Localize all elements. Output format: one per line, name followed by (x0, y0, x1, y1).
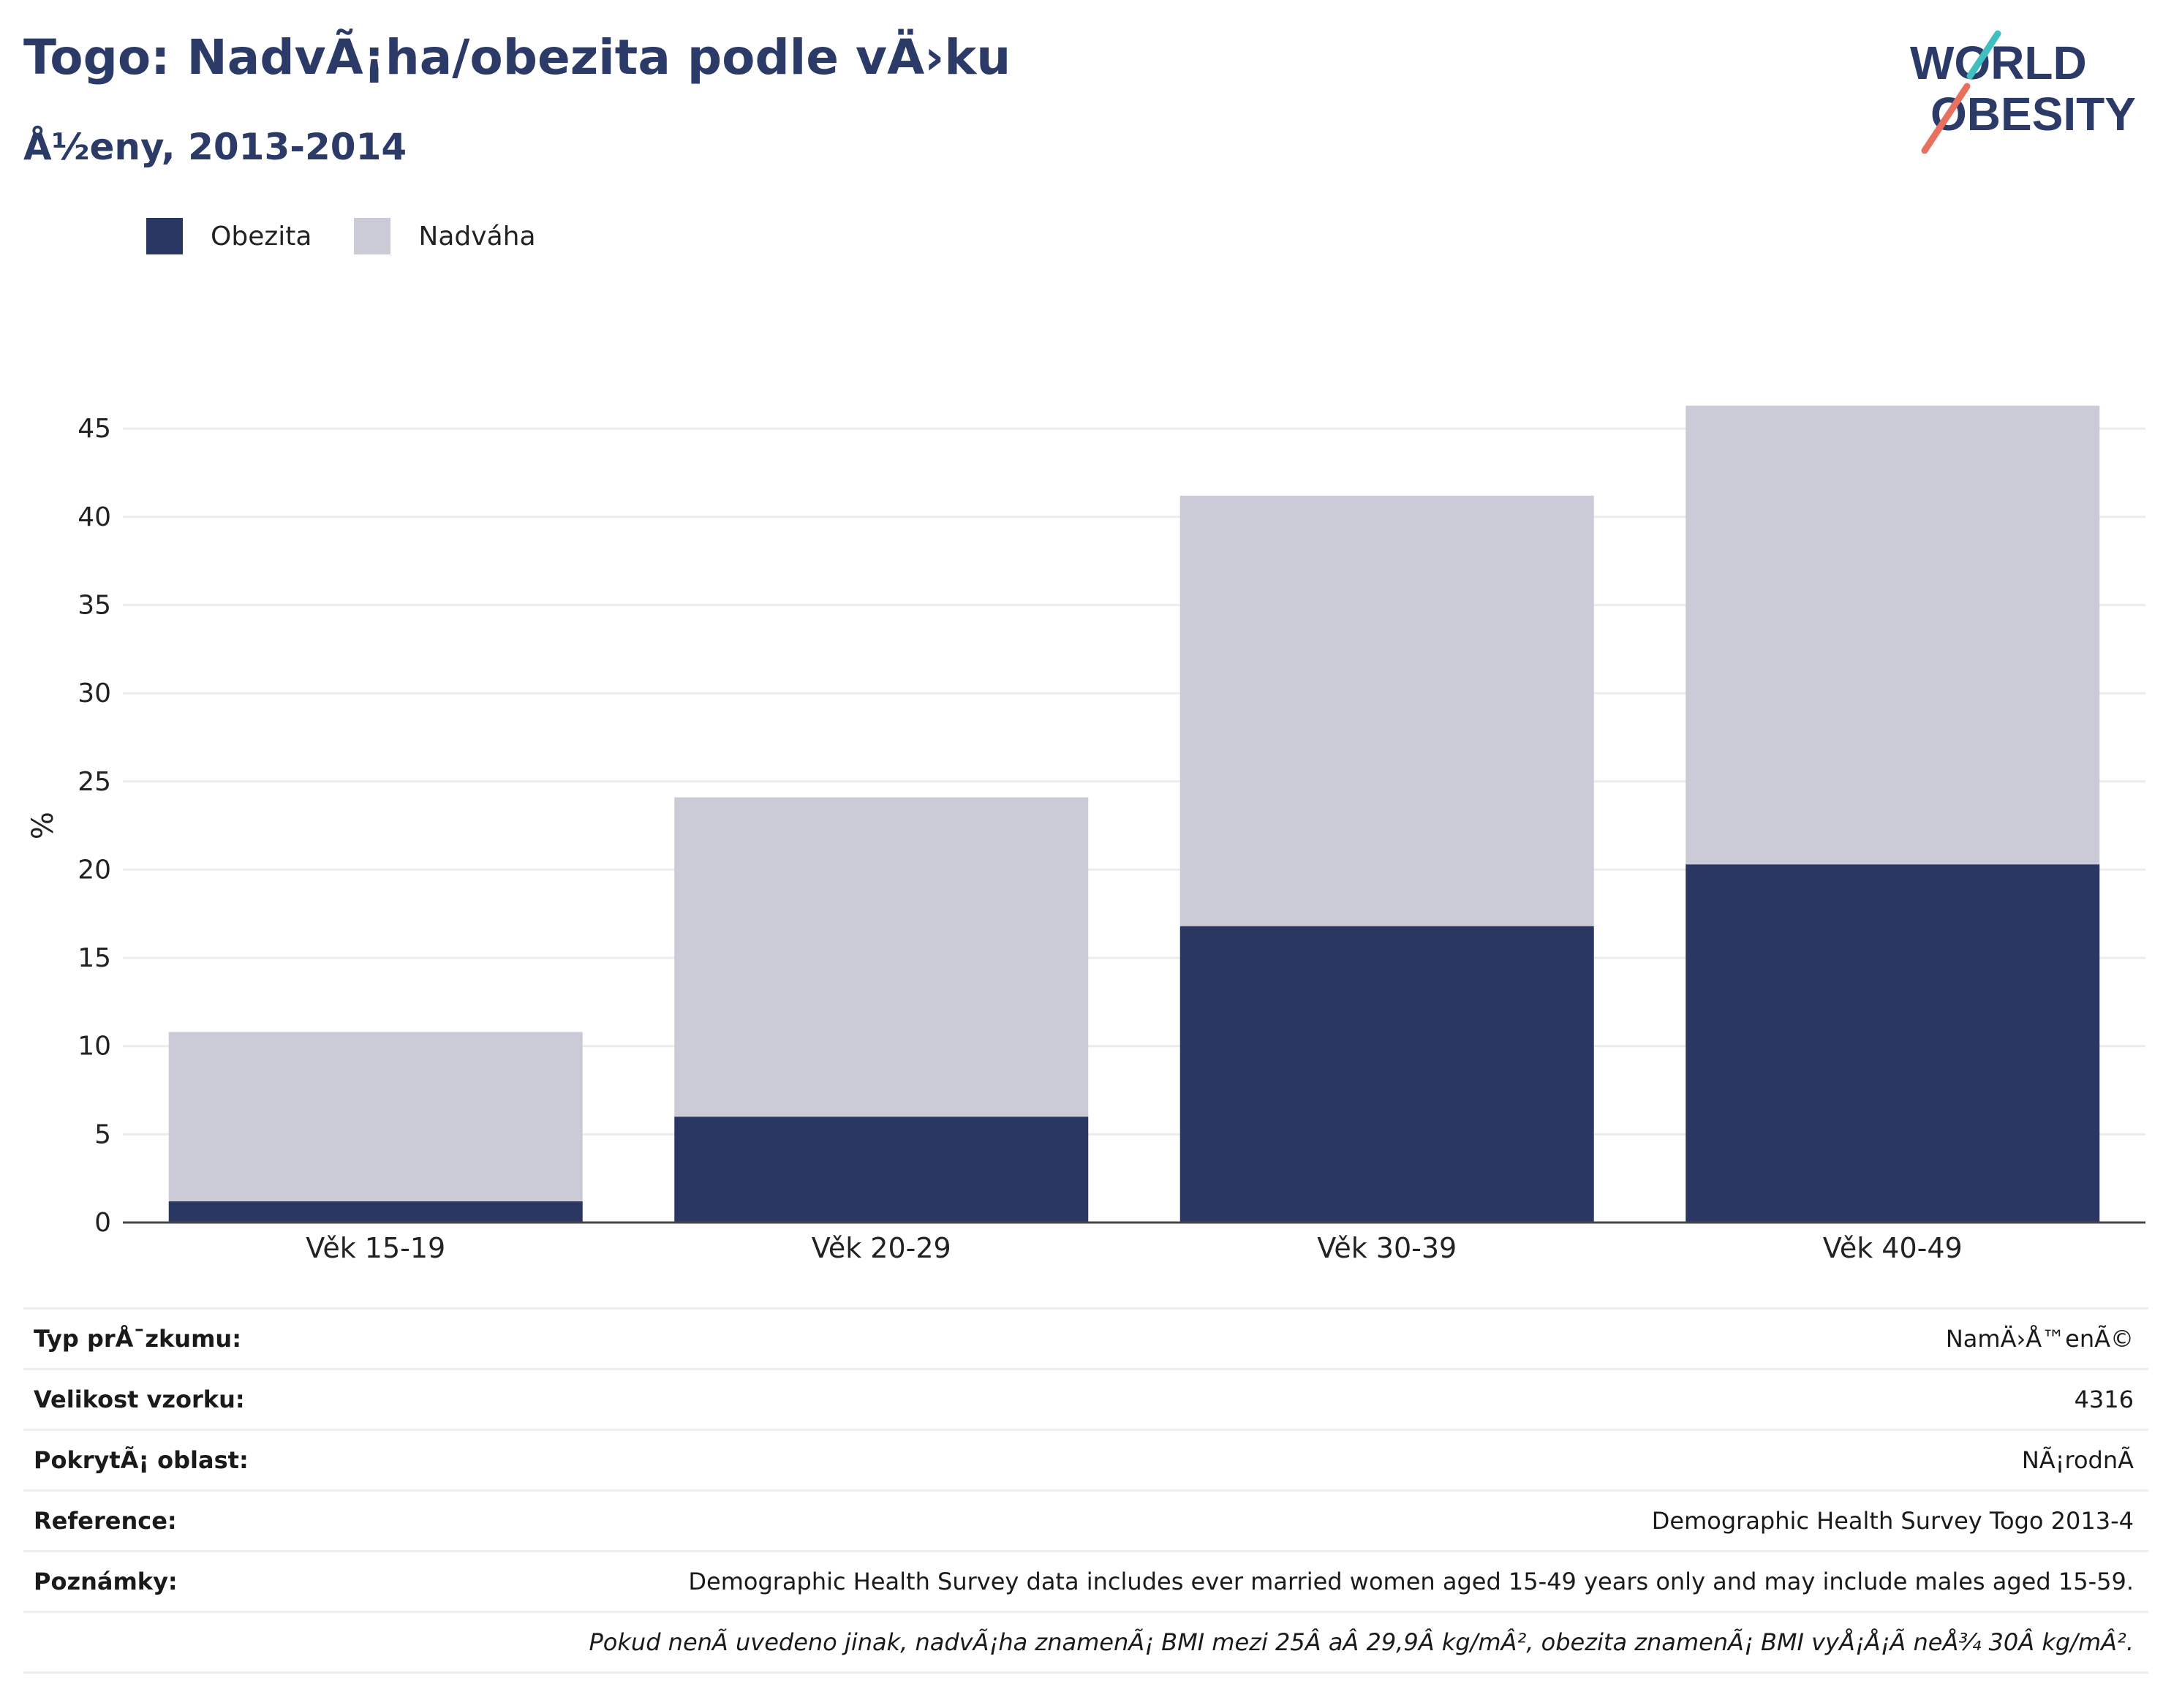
bar-obezita (168, 1201, 583, 1223)
chart-subtitle: Å½eny, 2013-2014 (23, 126, 407, 168)
info-row-coverage: PokrytÃ¡ oblast: NÃ¡rodnÃ­ (23, 1429, 2148, 1489)
survey-info-table: Typ prÅ¯zkumu: NamÄ›Å™enÃ© Velikost vzor… (23, 1307, 2148, 1674)
info-value: NamÄ›Å™enÃ© (1945, 1325, 2134, 1353)
logo-line2: OBESITY (1930, 88, 2136, 140)
info-label: Reference: (34, 1507, 177, 1535)
x-tick-label: Věk 40-49 (1823, 1232, 1963, 1264)
info-row-sample-size: Velikost vzorku: 4316 (23, 1368, 2148, 1429)
y-tick-label: 15 (78, 943, 111, 973)
stacked-bar-chart: 0 5 10 15 20 25 30 35 40 45% Věk 15-19 Věk 20-29 Věk… (26, 405, 2145, 1264)
y-tick-label: 10 (78, 1032, 111, 1062)
info-value: NÃ¡rodnÃ­ (2021, 1446, 2134, 1474)
chart-title: Togo: NadvÃ¡ha/obezita podle vÄ›ku (23, 29, 1011, 86)
info-label: Typ prÅ¯zkumu: (34, 1325, 241, 1353)
x-tick-label: Věk 15-19 (306, 1232, 445, 1264)
info-value: Demographic Health Survey Togo 2013-4 (1651, 1507, 2134, 1535)
y-tick-label: 20 (78, 855, 111, 885)
info-label: PokrytÃ¡ oblast: (34, 1446, 249, 1474)
y-tick-label: 30 (78, 679, 111, 708)
bar-obezita (1179, 926, 1594, 1223)
footnote: Pokud nenÃ­ uvedeno jinak, nadvÃ¡ha znam… (589, 1628, 2134, 1656)
legend-item-obezita: Obezita (146, 218, 312, 254)
x-tick-label: Věk 30-39 (1317, 1232, 1457, 1264)
info-value: Demographic Health Survey data includes … (688, 1568, 2134, 1595)
chart-legend: Obezita Nadváha (146, 216, 578, 256)
info-row-footnote: Pokud nenÃ­ uvedeno jinak, nadvÃ¡ha znam… (23, 1611, 2148, 1674)
y-tick-label: 45 (78, 414, 111, 444)
bar-nadvaha (674, 797, 1089, 1117)
info-row-reference: Reference: Demographic Health Survey Tog… (23, 1489, 2148, 1550)
world-obesity-logo: WORLD OBESITY (1910, 30, 2136, 154)
legend-swatch-obezita (146, 218, 183, 254)
logo-line1: WORLD (1910, 37, 2087, 89)
legend-label-obezita: Obezita (211, 221, 312, 252)
y-tick-label: 25 (78, 767, 111, 797)
bar-obezita (1686, 864, 2100, 1223)
y-tick-label: 0 (94, 1208, 111, 1238)
info-label: Velikost vzorku: (34, 1386, 245, 1413)
bar-obezita (674, 1116, 1089, 1223)
info-value: 4316 (2074, 1386, 2134, 1413)
y-axis-label: % (26, 812, 60, 839)
legend-swatch-nadvaha (354, 218, 391, 254)
info-label: Poznámky: (34, 1568, 178, 1595)
legend-label-nadvaha: Nadváha (418, 221, 536, 252)
info-row-notes: Poznámky: Demographic Health Survey data… (23, 1550, 2148, 1611)
legend-item-nadvaha: Nadváha (354, 218, 536, 254)
info-row-survey-type: Typ prÅ¯zkumu: NamÄ›Å™enÃ© (23, 1307, 2148, 1368)
y-tick-label: 5 (94, 1119, 111, 1149)
bar-nadvaha (168, 1032, 583, 1202)
y-tick-label: 40 (78, 502, 111, 532)
bar-nadvaha (1686, 405, 2100, 865)
y-tick-label: 35 (78, 590, 111, 620)
x-tick-label: Věk 20-29 (812, 1232, 951, 1264)
bar-nadvaha (1179, 495, 1594, 926)
